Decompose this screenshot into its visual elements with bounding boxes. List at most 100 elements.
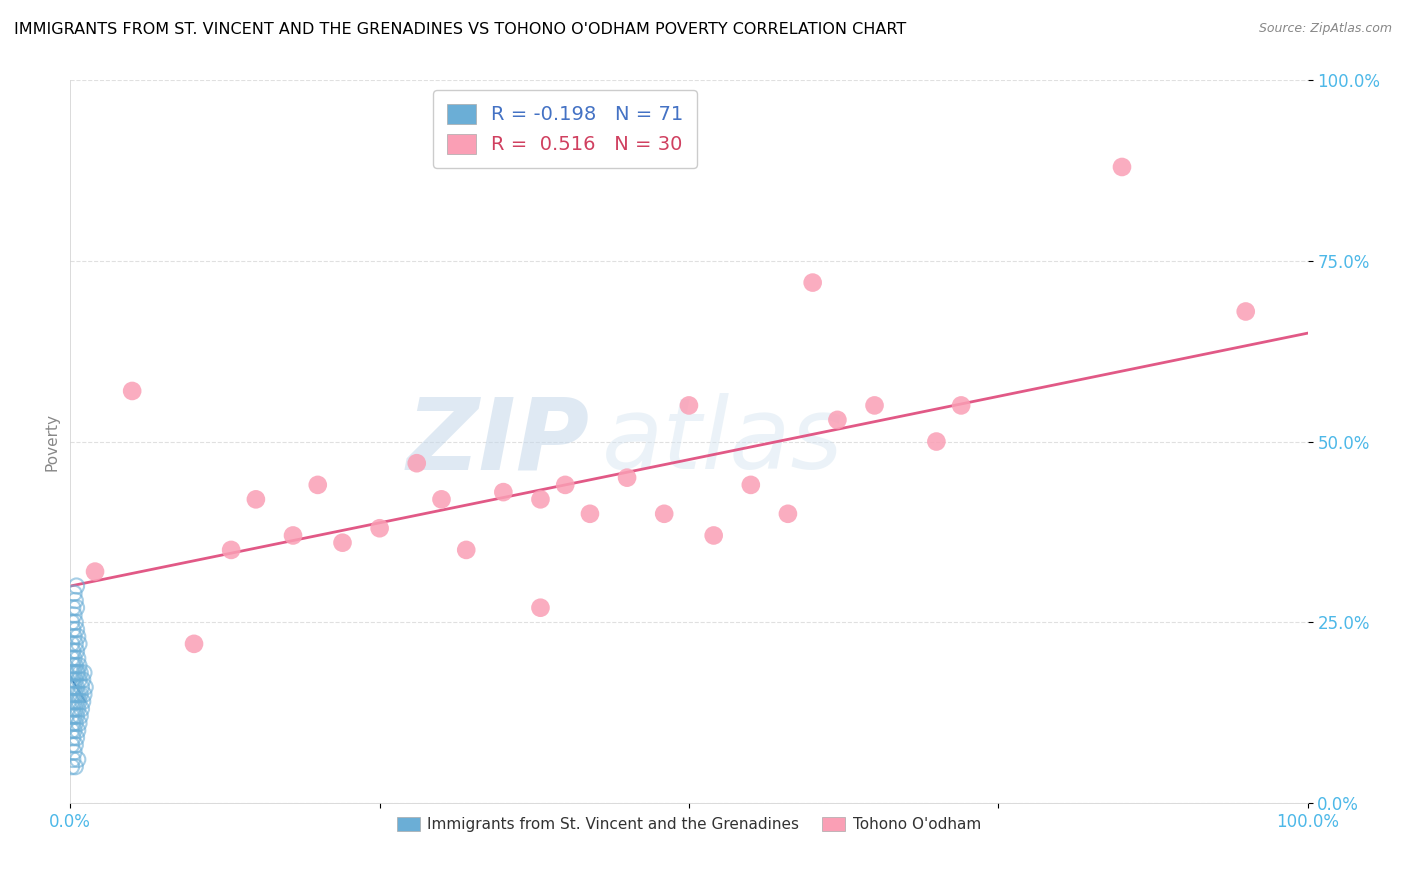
Point bbox=[219, 542, 242, 557]
Point bbox=[65, 644, 87, 658]
Point bbox=[63, 723, 86, 738]
Text: Source: ZipAtlas.com: Source: ZipAtlas.com bbox=[1258, 22, 1392, 36]
Point bbox=[1234, 304, 1257, 318]
Point bbox=[579, 507, 602, 521]
Point bbox=[60, 615, 83, 630]
Point bbox=[65, 593, 87, 607]
Point bbox=[60, 665, 83, 680]
Point bbox=[65, 731, 87, 745]
Point bbox=[925, 434, 948, 449]
Point bbox=[62, 702, 84, 716]
Point bbox=[405, 456, 427, 470]
Point bbox=[703, 528, 725, 542]
Point bbox=[73, 665, 96, 680]
Point bbox=[65, 695, 87, 709]
Point bbox=[616, 470, 638, 484]
Point bbox=[65, 615, 87, 630]
Point bbox=[529, 600, 551, 615]
Point bbox=[66, 651, 89, 665]
Point bbox=[65, 600, 87, 615]
Point bbox=[65, 716, 87, 731]
Point bbox=[950, 398, 973, 412]
Point bbox=[65, 680, 87, 694]
Point bbox=[63, 745, 86, 759]
Point bbox=[84, 565, 107, 579]
Point bbox=[65, 702, 87, 716]
Point bbox=[66, 752, 89, 766]
Point bbox=[652, 507, 675, 521]
Point bbox=[69, 709, 91, 723]
Point bbox=[62, 752, 84, 766]
Point bbox=[63, 695, 86, 709]
Point bbox=[66, 702, 89, 716]
Point bbox=[65, 579, 87, 593]
Point bbox=[65, 687, 87, 701]
Point bbox=[72, 695, 94, 709]
Point bbox=[1111, 160, 1133, 174]
Point bbox=[63, 607, 86, 622]
Point bbox=[69, 665, 91, 680]
Point bbox=[827, 413, 849, 427]
Point bbox=[60, 680, 83, 694]
Point bbox=[863, 398, 886, 412]
Point bbox=[63, 709, 86, 723]
Point bbox=[678, 398, 700, 412]
Point bbox=[60, 695, 83, 709]
Point bbox=[63, 630, 86, 644]
Point bbox=[62, 687, 84, 701]
Point bbox=[62, 731, 84, 745]
Point bbox=[62, 716, 84, 731]
Point bbox=[65, 658, 87, 673]
Point bbox=[67, 637, 90, 651]
Legend: Immigrants from St. Vincent and the Grenadines, Tohono O'odham: Immigrants from St. Vincent and the Gren… bbox=[391, 811, 987, 838]
Point bbox=[245, 492, 267, 507]
Point bbox=[75, 680, 97, 694]
Point bbox=[776, 507, 799, 521]
Point bbox=[60, 760, 83, 774]
Point bbox=[63, 680, 86, 694]
Point bbox=[307, 478, 329, 492]
Point bbox=[65, 738, 87, 752]
Point bbox=[529, 492, 551, 507]
Point bbox=[66, 723, 89, 738]
Point bbox=[554, 478, 576, 492]
Point bbox=[368, 521, 391, 535]
Point bbox=[62, 623, 84, 637]
Point bbox=[60, 709, 83, 723]
Point bbox=[69, 687, 91, 701]
Point bbox=[60, 738, 83, 752]
Point bbox=[70, 702, 93, 716]
Point bbox=[66, 630, 89, 644]
Text: IMMIGRANTS FROM ST. VINCENT AND THE GRENADINES VS TOHONO O'ODHAM POVERTY CORRELA: IMMIGRANTS FROM ST. VINCENT AND THE GREN… bbox=[14, 22, 907, 37]
Point bbox=[60, 637, 83, 651]
Point bbox=[456, 542, 478, 557]
Point bbox=[801, 276, 824, 290]
Point bbox=[66, 687, 89, 701]
Point bbox=[492, 485, 515, 500]
Point bbox=[62, 658, 84, 673]
Point bbox=[60, 723, 83, 738]
Point bbox=[65, 709, 87, 723]
Point bbox=[60, 651, 83, 665]
Point bbox=[740, 478, 762, 492]
Point bbox=[67, 695, 90, 709]
Point bbox=[73, 687, 96, 701]
Y-axis label: Poverty: Poverty bbox=[44, 412, 59, 471]
Point bbox=[65, 637, 87, 651]
Text: ZIP: ZIP bbox=[406, 393, 591, 490]
Point bbox=[65, 760, 87, 774]
Point bbox=[63, 651, 86, 665]
Point bbox=[62, 673, 84, 687]
Point bbox=[62, 600, 84, 615]
Point bbox=[65, 673, 87, 687]
Point bbox=[121, 384, 143, 398]
Point bbox=[63, 665, 86, 680]
Point bbox=[430, 492, 453, 507]
Text: atlas: atlas bbox=[602, 393, 844, 490]
Point bbox=[281, 528, 304, 542]
Point bbox=[67, 716, 90, 731]
Point bbox=[63, 586, 86, 600]
Point bbox=[67, 673, 90, 687]
Point bbox=[67, 658, 90, 673]
Point bbox=[65, 665, 87, 680]
